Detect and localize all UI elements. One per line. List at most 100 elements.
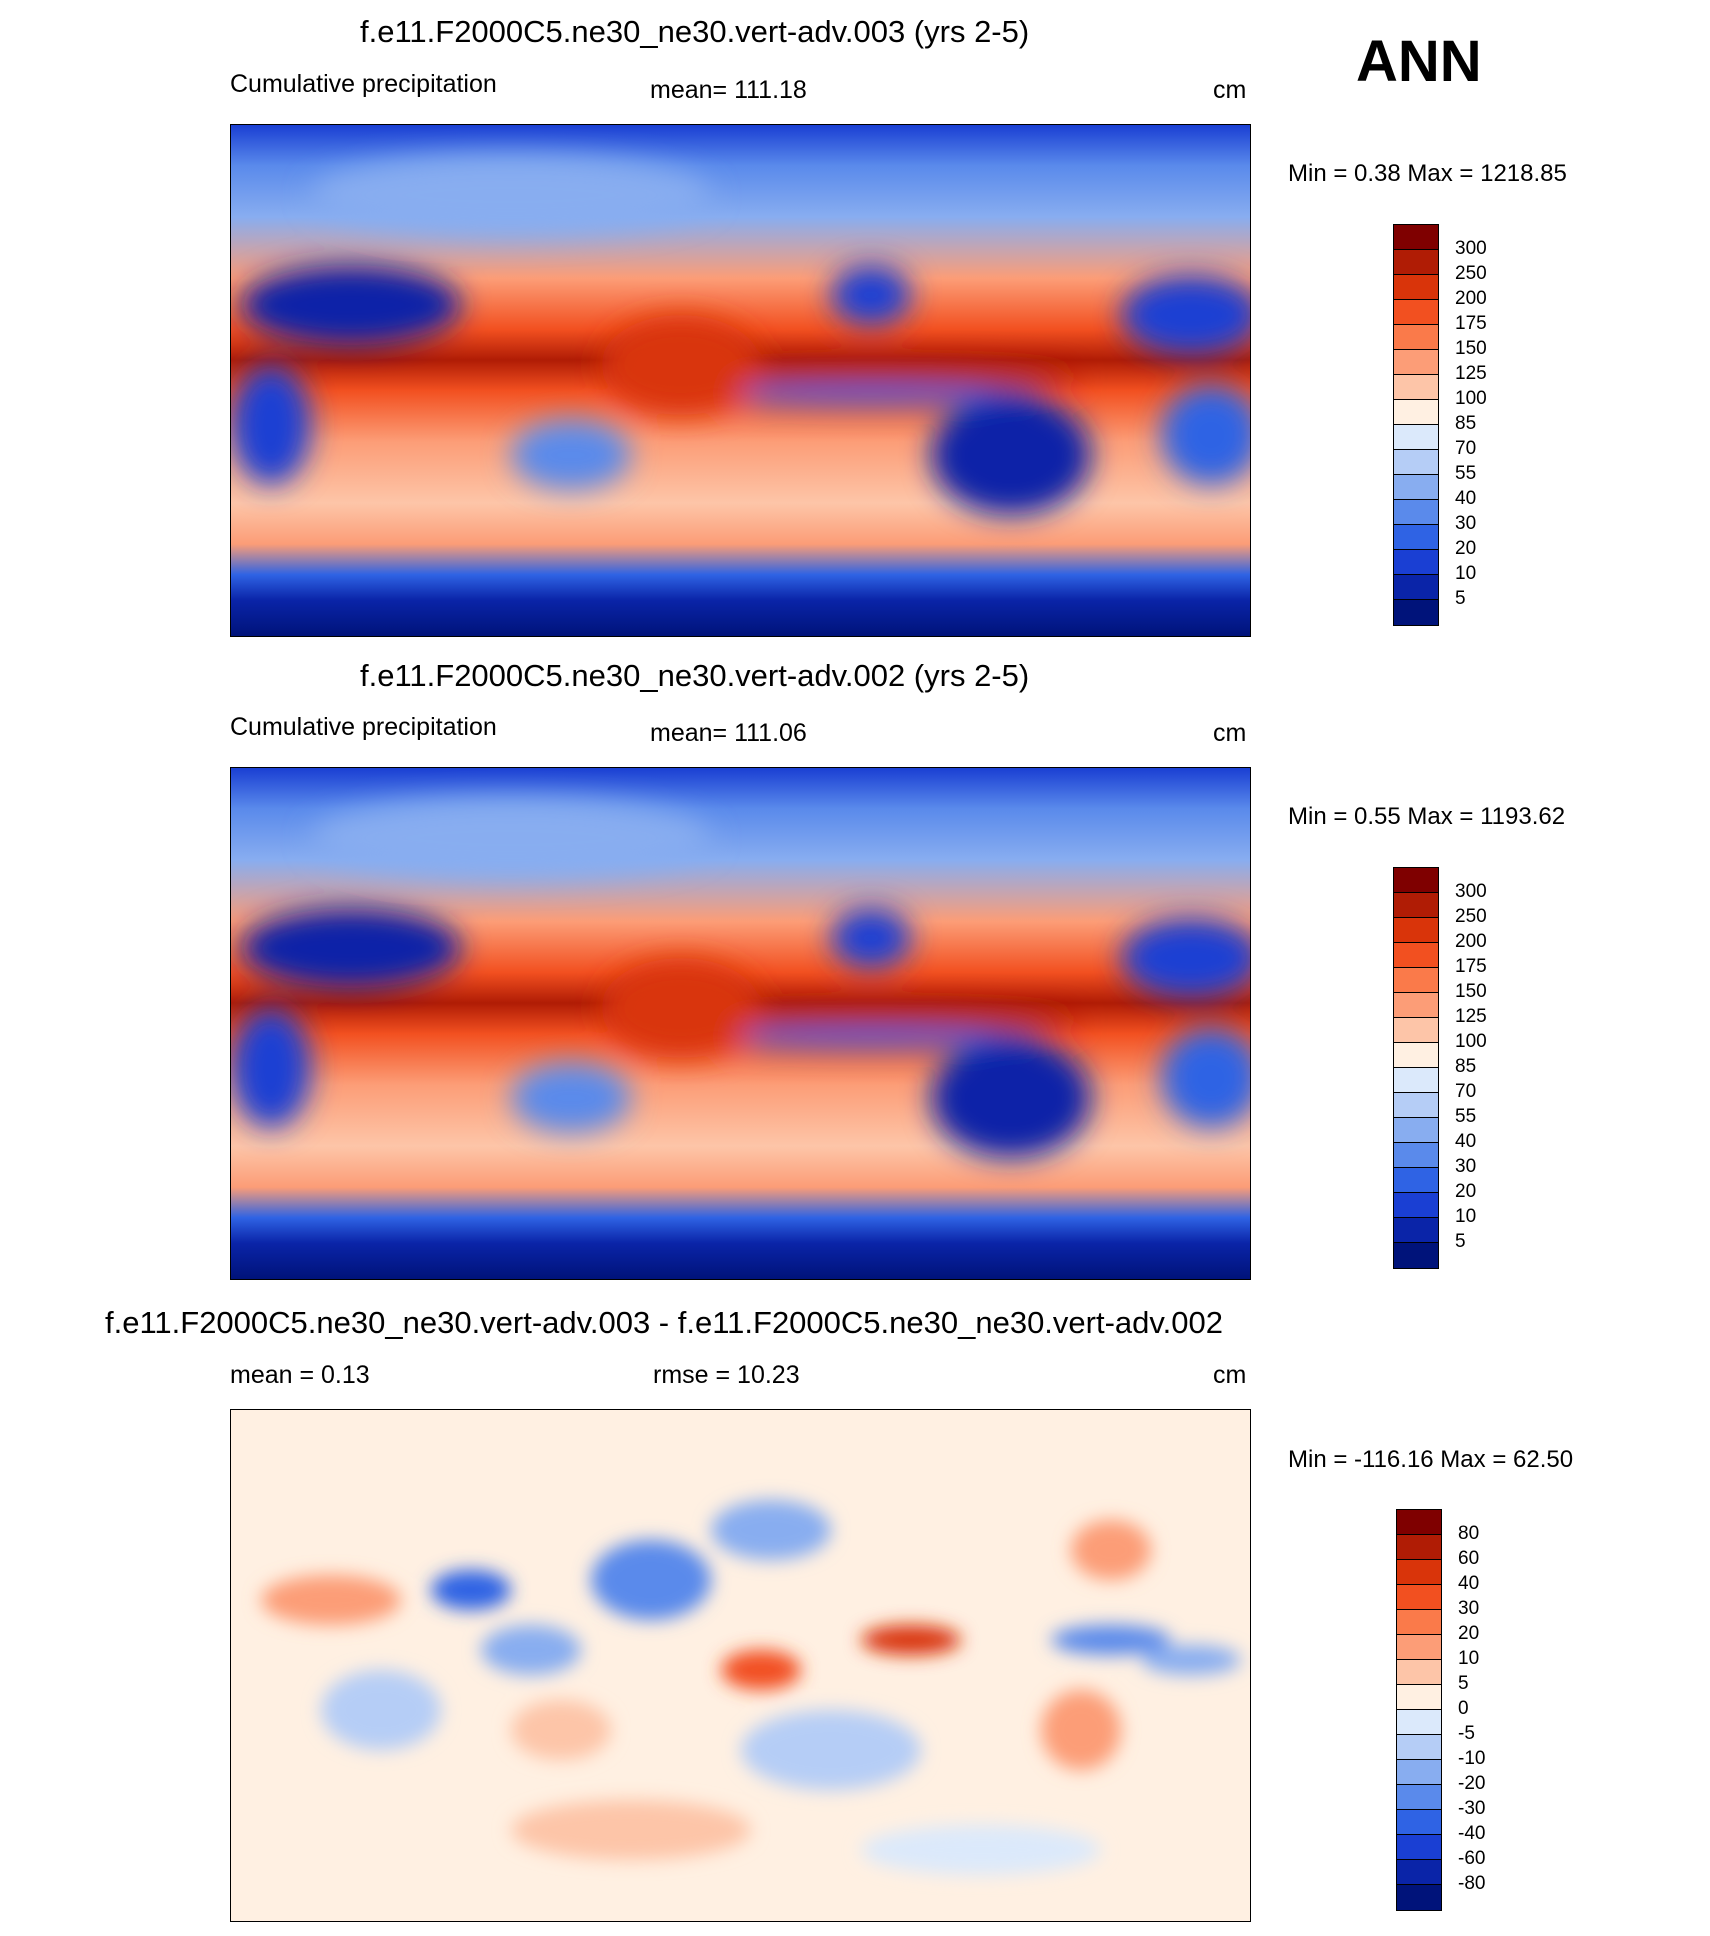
panel-2-mean-label: mean= 111.06 (650, 719, 807, 747)
colorbar-swatch (1397, 1785, 1441, 1810)
colorbar-tick-label: 10 (1458, 1648, 1480, 1669)
colorbar-tick-label: 300 (1455, 238, 1487, 259)
colorbar-swatch (1394, 500, 1438, 525)
colorbar-swatch (1394, 1018, 1438, 1043)
colorbar-swatch (1394, 1043, 1438, 1068)
colorbar-swatch (1397, 1635, 1441, 1660)
colorbar-swatch (1394, 600, 1438, 625)
colorbar-swatch (1394, 575, 1438, 600)
colorbar-swatch (1394, 250, 1438, 275)
colorbar-swatch (1394, 993, 1438, 1018)
colorbar-tick-label: -40 (1458, 1823, 1486, 1844)
panel-2-minmax: Min = 0.55 Max = 1193.62 (1288, 803, 1566, 830)
panel-1-mean-label: mean= 111.18 (650, 76, 807, 104)
colorbar-tick-label: -30 (1458, 1798, 1486, 1819)
panel-2-left-label: Cumulative precipitation (230, 713, 497, 741)
colorbar-swatch (1394, 1118, 1438, 1143)
colorbar-tick-label: 125 (1455, 1006, 1487, 1027)
colorbar-tick-label: 20 (1458, 1623, 1480, 1644)
panel-2-colorbar (1393, 867, 1439, 1269)
colorbar-tick-label: -5 (1458, 1723, 1475, 1744)
colorbar-swatch (1394, 1218, 1438, 1243)
colorbar-tick-label: 10 (1455, 1206, 1477, 1227)
panel-1-minmax: Min = 0.38 Max = 1218.85 (1288, 160, 1567, 187)
colorbar-swatch (1394, 525, 1438, 550)
colorbar-tick-label: 85 (1455, 413, 1477, 434)
colorbar-tick-label: 40 (1455, 1131, 1477, 1152)
colorbar-tick-label: -20 (1458, 1773, 1486, 1794)
colorbar-tick-label: 100 (1455, 1031, 1487, 1052)
colorbar-tick-label: 30 (1458, 1598, 1480, 1619)
colorbar-swatch (1394, 1068, 1438, 1093)
colorbar-swatch (1394, 968, 1438, 993)
colorbar-swatch (1397, 1535, 1441, 1560)
panel-2-title: f.e11.F2000C5.ne30_ne30.vert-adv.002 (yr… (360, 658, 1030, 693)
colorbar-tick-label: 150 (1455, 338, 1487, 359)
panel-3-rmse-label: rmse = 10.23 (653, 1361, 800, 1389)
colorbar-swatch (1394, 1168, 1438, 1193)
colorbar-tick-label: 5 (1458, 1673, 1469, 1694)
colorbar-swatch (1394, 350, 1438, 375)
colorbar-tick-label: 0 (1458, 1698, 1469, 1719)
panel-3-units: cm (1213, 1361, 1247, 1389)
colorbar-tick-label: -10 (1458, 1748, 1486, 1769)
colorbar-swatch (1394, 1243, 1438, 1268)
colorbar-swatch (1394, 275, 1438, 300)
colorbar-swatch (1394, 425, 1438, 450)
colorbar-swatch (1394, 325, 1438, 350)
colorbar-swatch (1397, 1885, 1441, 1910)
colorbar-tick-label: 5 (1455, 1231, 1466, 1252)
panel-3-minmax: Min = -116.16 Max = 62.50 (1288, 1446, 1574, 1473)
colorbar-tick-label: 150 (1455, 981, 1487, 1002)
colorbar-tick-label: 250 (1455, 263, 1487, 284)
colorbar-tick-label: 20 (1455, 1181, 1477, 1202)
colorbar-swatch (1397, 1560, 1441, 1585)
colorbar-tick-label: 60 (1458, 1548, 1480, 1569)
panel-3-map (230, 1409, 1251, 1922)
colorbar-swatch (1397, 1585, 1441, 1610)
colorbar-swatch (1394, 550, 1438, 575)
colorbar-tick-label: -80 (1458, 1873, 1486, 1894)
colorbar-swatch (1397, 1510, 1441, 1535)
colorbar-swatch (1394, 300, 1438, 325)
colorbar-swatch (1397, 1810, 1441, 1835)
colorbar-tick-label: 30 (1455, 1156, 1477, 1177)
panel-3-title: f.e11.F2000C5.ne30_ne30.vert-adv.003 - f… (105, 1305, 1223, 1340)
colorbar-swatch (1394, 868, 1438, 893)
colorbar-tick-label: 300 (1455, 881, 1487, 902)
colorbar-tick-label: 55 (1455, 463, 1477, 484)
colorbar-tick-label: 85 (1455, 1056, 1477, 1077)
panel-1-title: f.e11.F2000C5.ne30_ne30.vert-adv.003 (yr… (360, 14, 1030, 49)
colorbar-tick-label: 40 (1458, 1573, 1480, 1594)
colorbar-tick-label: 5 (1455, 588, 1466, 609)
colorbar-swatch (1397, 1660, 1441, 1685)
colorbar-tick-label: 10 (1455, 563, 1477, 584)
colorbar-swatch (1394, 893, 1438, 918)
colorbar-tick-label: 80 (1458, 1523, 1480, 1544)
colorbar-tick-label: 30 (1455, 513, 1477, 534)
colorbar-swatch (1397, 1610, 1441, 1635)
colorbar-tick-label: 200 (1455, 288, 1487, 309)
colorbar-tick-label: 40 (1455, 488, 1477, 509)
season-label: ANN (1356, 29, 1482, 94)
colorbar-swatch (1397, 1735, 1441, 1760)
colorbar-swatch (1397, 1760, 1441, 1785)
panel-2-units: cm (1213, 719, 1247, 747)
panel-3-colorbar (1396, 1509, 1442, 1911)
colorbar-swatch (1397, 1710, 1441, 1735)
colorbar-tick-label: 175 (1455, 313, 1487, 334)
colorbar-swatch (1394, 475, 1438, 500)
panel-1-units: cm (1213, 76, 1247, 104)
colorbar-tick-label: 55 (1455, 1106, 1477, 1127)
panel-1-map (230, 124, 1251, 637)
colorbar-swatch (1397, 1835, 1441, 1860)
colorbar-swatch (1394, 918, 1438, 943)
colorbar-tick-label: 20 (1455, 538, 1477, 559)
colorbar-swatch (1394, 1093, 1438, 1118)
panel-2-map (230, 767, 1251, 1280)
colorbar-tick-label: 100 (1455, 388, 1487, 409)
colorbar-swatch (1397, 1860, 1441, 1885)
panel-1-colorbar (1393, 224, 1439, 626)
colorbar-tick-label: 70 (1455, 438, 1477, 459)
colorbar-swatch (1394, 225, 1438, 250)
